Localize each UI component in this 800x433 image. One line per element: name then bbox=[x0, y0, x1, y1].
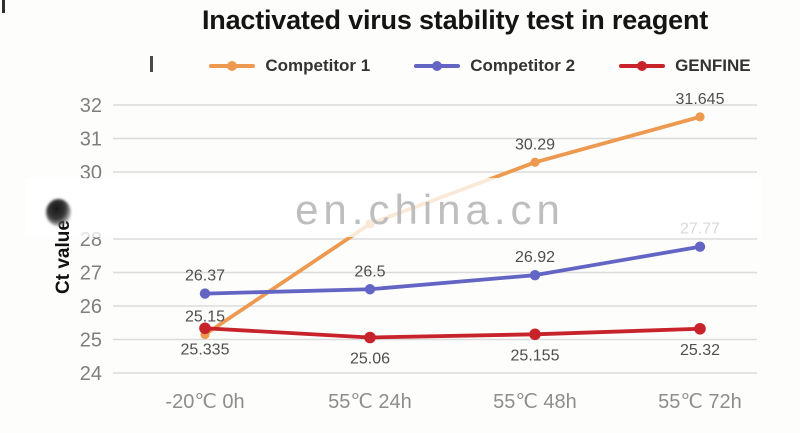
ink-smudge-artifact bbox=[46, 199, 71, 226]
data-label: 26.5 bbox=[354, 263, 385, 280]
legend-label: Competitor 2 bbox=[470, 56, 576, 75]
data-label: 26.37 bbox=[185, 268, 225, 285]
legend-dot-icon bbox=[432, 61, 443, 71]
data-point-genfine-1 bbox=[364, 331, 376, 344]
chart-title: Inactivated virus stability test in reag… bbox=[201, 5, 709, 35]
series-line-competitor-2 bbox=[203, 244, 702, 296]
data-point-genfine-3 bbox=[694, 322, 706, 335]
data-point-competitor-2-2 bbox=[529, 269, 541, 281]
data-label: 25.155 bbox=[511, 347, 560, 364]
y-tick-label: 27 bbox=[80, 263, 102, 285]
legend: Competitor 1 Competitor 2 GENFINE bbox=[80, 53, 800, 79]
data-label: 31.645 bbox=[676, 91, 725, 108]
data-point-competitor-2-1 bbox=[364, 284, 376, 295]
legend-line-marker-icon bbox=[414, 61, 461, 71]
legend-line-marker-icon bbox=[619, 61, 666, 71]
legend-item-genfine: GENFINE bbox=[619, 56, 751, 76]
data-point-genfine-0 bbox=[199, 322, 211, 335]
data-label: 25.06 bbox=[350, 350, 390, 367]
legend-label: Competitor 1 bbox=[265, 56, 371, 75]
x-axis-label: 55℃ 24h bbox=[328, 391, 412, 413]
corner-artifact bbox=[2, 0, 5, 13]
y-tick-label: 31 bbox=[80, 129, 102, 151]
data-point-competitor-1-2 bbox=[530, 157, 540, 167]
x-axis-label: 55℃ 72h bbox=[658, 391, 742, 413]
x-axis-label: 55℃ 48h bbox=[493, 391, 577, 413]
series-line-genfine bbox=[203, 326, 702, 340]
legend-dot-icon bbox=[637, 61, 648, 71]
data-point-genfine-2 bbox=[529, 328, 541, 341]
y-tick-label: 24 bbox=[80, 363, 102, 385]
data-label: 25.32 bbox=[680, 342, 720, 359]
data-label: 30.29 bbox=[515, 136, 555, 153]
legend-label: GENFINE bbox=[675, 56, 751, 75]
legend-item-competitor-1: Competitor 1 bbox=[209, 56, 370, 76]
data-point-competitor-2-3 bbox=[694, 241, 706, 252]
data-point-competitor-1-3 bbox=[695, 112, 705, 122]
y-tick-label: 26 bbox=[80, 296, 102, 318]
y-tick-label: 25 bbox=[80, 330, 102, 352]
data-point-competitor-2-0 bbox=[199, 288, 211, 299]
data-label: 26.92 bbox=[515, 249, 555, 266]
x-axis-label: -20℃ 0h bbox=[165, 391, 244, 413]
legend-line-marker-icon bbox=[209, 61, 256, 71]
y-tick-label: 32 bbox=[80, 95, 102, 117]
legend-dot-icon bbox=[227, 61, 238, 71]
edge-artifact bbox=[150, 56, 153, 72]
data-label: 25.15 bbox=[185, 308, 225, 325]
legend-item-competitor-2: Competitor 2 bbox=[414, 56, 575, 76]
watermark-band bbox=[25, 178, 762, 237]
data-label: 25.335 bbox=[181, 341, 230, 358]
